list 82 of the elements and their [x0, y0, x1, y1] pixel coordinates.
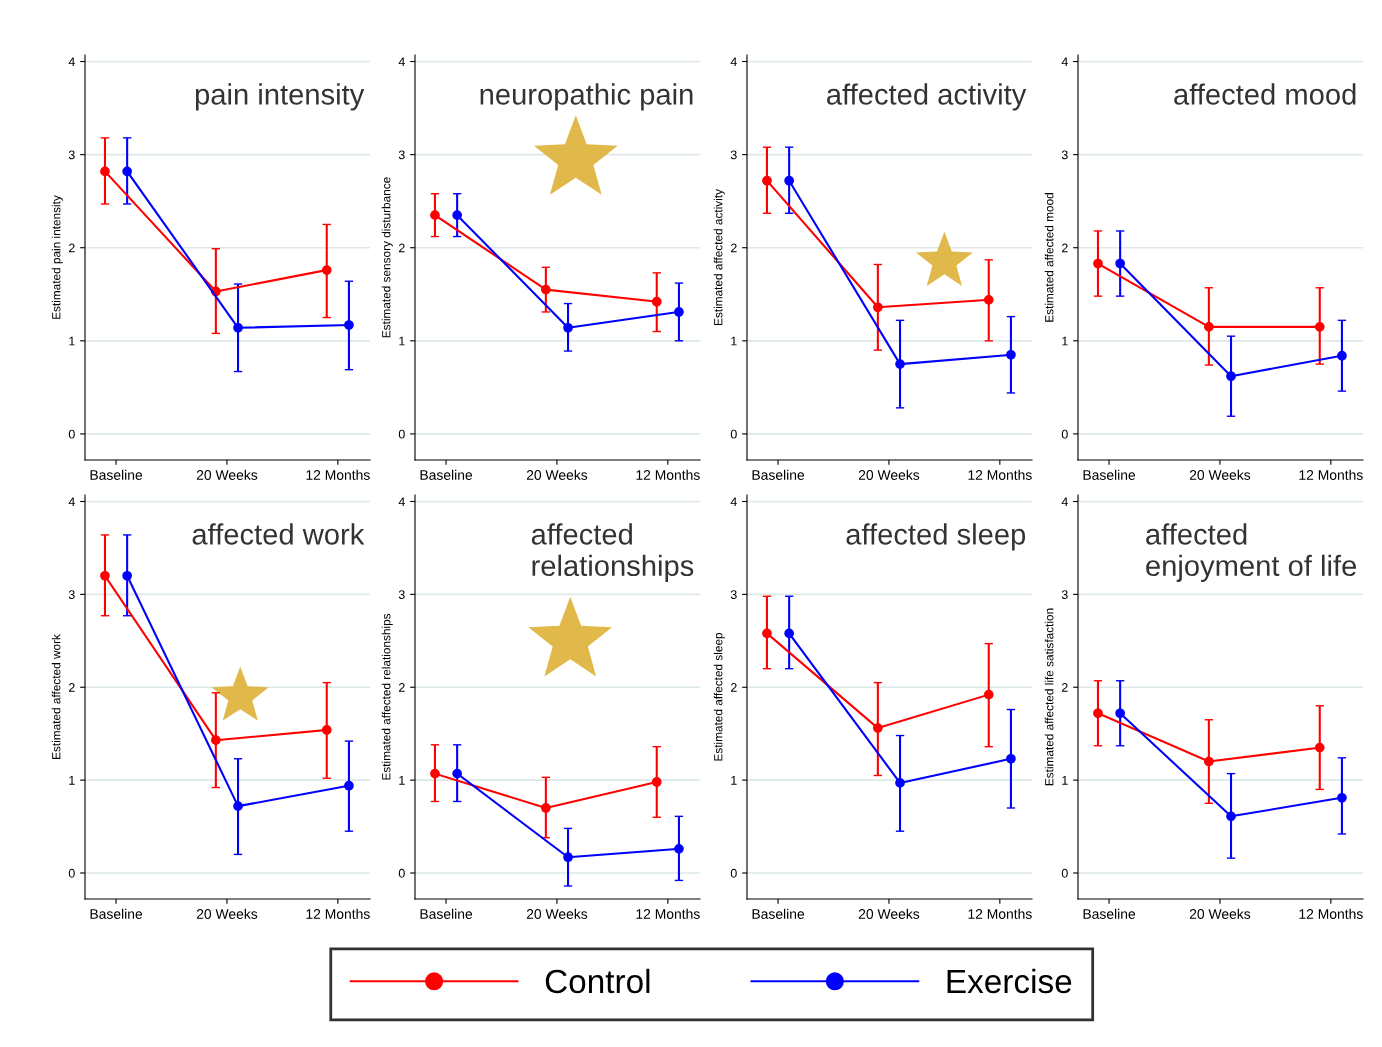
y-axis-title: Estimated pain intensity — [51, 195, 63, 319]
x-tick-label: 20 Weeks — [196, 469, 258, 480]
x-tick-label: Baseline — [420, 908, 473, 919]
y-tick-label: 3 — [398, 150, 405, 160]
x-tick-label: 12 Months — [306, 908, 370, 919]
x-tick-label: Baseline — [1083, 908, 1136, 919]
y-tick-label: 0 — [398, 868, 405, 878]
text: affected sleep — [846, 523, 1026, 551]
y-tick-label: 2 — [398, 243, 405, 253]
x-tick-label: 12 Months — [306, 469, 370, 480]
x-tick-label: Baseline — [90, 469, 143, 480]
x-tick-label: 12 Months — [636, 908, 700, 919]
x-tick-label: 20 Weeks — [526, 469, 588, 480]
text: pain intensity — [195, 83, 365, 111]
y-tick-label: 3 — [68, 590, 75, 600]
x-tick-label: 12 Months — [1299, 908, 1363, 919]
x-tick-label: 20 Weeks — [858, 469, 920, 480]
y-tick-label: 4 — [68, 497, 75, 507]
text: affected mood — [1174, 83, 1356, 105]
x-tick-label: Baseline — [752, 469, 805, 480]
y-axis-title: Estimated affected activity — [713, 189, 725, 325]
x-tick-label: 12 Months — [968, 469, 1032, 480]
y-tick-label: 4 — [398, 57, 405, 67]
y-tick-label: 2 — [68, 683, 75, 692]
x-tick-label: 12 Months — [1299, 469, 1363, 480]
y-tick-label: 0 — [68, 429, 75, 439]
x-tick-label: 12 Months — [636, 469, 700, 480]
y-tick-label: 0 — [730, 429, 737, 439]
y-tick-label: 2 — [1061, 683, 1068, 692]
text: Control — [545, 968, 650, 994]
y-tick-label: 4 — [68, 57, 75, 67]
y-tick-label: 1 — [399, 776, 405, 785]
x-tick-label: Baseline — [1083, 469, 1136, 480]
text: neuropathic pain — [480, 83, 693, 111]
y-tick-label: 1 — [731, 776, 737, 785]
y-tick-label: 0 — [68, 868, 75, 878]
text: Exercise — [947, 968, 1072, 994]
y-tick-label: 3 — [68, 150, 75, 160]
y-tick-label: 3 — [1061, 150, 1068, 160]
y-tick-label: 0 — [1061, 429, 1068, 439]
y-tick-label: 1 — [731, 336, 737, 346]
y-tick-label: 3 — [730, 590, 737, 600]
y-tick-label: 1 — [1062, 336, 1068, 346]
text: affected activity — [827, 83, 1027, 111]
y-axis-title: Estimated affected life satisfaction — [1044, 608, 1054, 786]
y-axis-title: Estimated affected relationships — [381, 613, 393, 780]
x-tick-label: 20 Weeks — [1189, 469, 1251, 480]
text: affected relationships — [531, 523, 694, 582]
y-tick-label: 0 — [398, 429, 405, 439]
y-tick-label: 1 — [69, 776, 75, 785]
x-tick-label: Baseline — [752, 908, 805, 919]
y-tick-label: 2 — [68, 243, 75, 253]
y-tick-label: 3 — [1061, 590, 1068, 600]
y-tick-label: 2 — [730, 683, 737, 692]
x-tick-label: 20 Weeks — [526, 908, 588, 919]
x-tick-label: 20 Weeks — [1189, 908, 1251, 919]
y-tick-label: 4 — [398, 497, 405, 507]
y-tick-label: 0 — [1061, 868, 1068, 878]
y-tick-label: 1 — [69, 336, 75, 346]
y-tick-label: 2 — [1061, 243, 1068, 253]
x-tick-label: Baseline — [420, 469, 473, 480]
y-tick-label: 4 — [1061, 497, 1068, 507]
text: affected work — [192, 523, 365, 545]
y-tick-label: 2 — [398, 683, 405, 692]
text: affected enjoyment of life — [1146, 523, 1357, 582]
y-axis-title: Estimated affected sleep — [713, 632, 725, 761]
y-tick-label: 1 — [1062, 776, 1068, 785]
x-tick-label: 20 Weeks — [858, 908, 920, 919]
y-tick-label: 3 — [398, 590, 405, 600]
y-tick-label: 3 — [730, 150, 737, 160]
y-tick-label: 2 — [730, 243, 737, 253]
y-tick-label: 0 — [730, 868, 737, 878]
x-tick-label: Baseline — [90, 908, 143, 919]
y-axis-title: Estimated affected mood — [1044, 193, 1054, 322]
y-tick-label: 1 — [399, 336, 405, 346]
y-axis-title: Estimated sensory disturbance — [381, 177, 393, 338]
x-tick-label: 12 Months — [968, 908, 1032, 919]
x-tick-label: 20 Weeks — [196, 908, 258, 919]
y-tick-label: 4 — [1061, 57, 1068, 67]
y-tick-label: 4 — [730, 57, 737, 67]
y-axis-title: Estimated affected work — [51, 634, 61, 759]
y-tick-label: 4 — [730, 497, 737, 507]
